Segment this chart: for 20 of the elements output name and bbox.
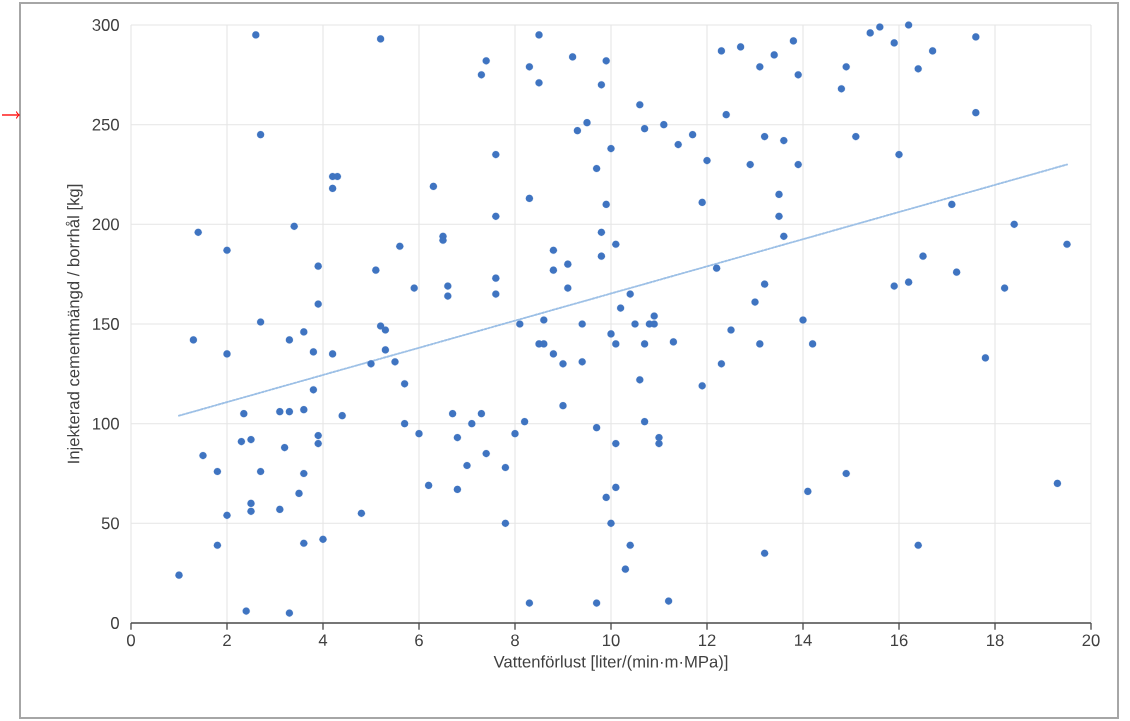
x-tick-label: 10 bbox=[603, 634, 620, 647]
y-tick-label: 50 bbox=[101, 517, 119, 530]
y-tick-label: 0 bbox=[111, 617, 119, 629]
x-tick-label: 18 bbox=[987, 634, 1004, 647]
x-tick-label: 12 bbox=[699, 634, 716, 647]
y-tick-label: 250 bbox=[92, 118, 119, 131]
y-axis-title: Injekterad cementmängd / borrhål [kg] bbox=[65, 184, 83, 463]
y-tick-label: 100 bbox=[93, 417, 119, 430]
x-tick-label: 16 bbox=[891, 634, 908, 647]
x-tick-label: 4 bbox=[318, 634, 328, 646]
x-tick-label: 20 bbox=[1082, 634, 1100, 647]
x-tick-label: 8 bbox=[511, 634, 519, 647]
x-tick-label: 6 bbox=[415, 634, 423, 647]
y-tick-label: 150 bbox=[93, 318, 119, 330]
y-tick-label: 300 bbox=[92, 19, 119, 31]
x-axis-title: Vattenförlust [liter/(min·m·MPa)] bbox=[493, 655, 728, 671]
x-tick-label: 14 bbox=[795, 634, 812, 646]
x-tick-label: 2 bbox=[223, 634, 231, 647]
y-tick-label: 200 bbox=[92, 218, 119, 231]
x-tick-label: 0 bbox=[127, 634, 135, 647]
